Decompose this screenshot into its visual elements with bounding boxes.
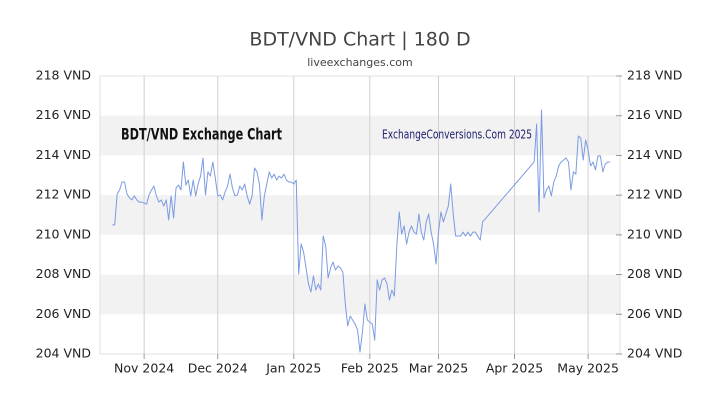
grid-band <box>100 115 620 156</box>
y-tick-label: 216 VND <box>36 107 91 122</box>
y2-tick-label: 204 VND <box>627 346 682 361</box>
plot-area: 204 VND 204 VND 206 VND 206 VND 208 VND 208 V… <box>36 68 683 376</box>
y2-tick-label: 210 VND <box>627 226 682 241</box>
x-tick-label: Jan 2025 <box>265 361 321 376</box>
grid-band <box>100 274 620 315</box>
x-tick-label: Feb 2025 <box>341 361 399 376</box>
watermark: ExchangeConversions.Com 2025 <box>382 127 532 142</box>
chart-subtitle: liveexchanges.com <box>307 56 412 69</box>
y2-tick-label: 208 VND <box>627 266 682 281</box>
grid-band <box>100 195 620 235</box>
x-tick-label: Apr 2025 <box>486 361 543 376</box>
y-tick-label: 204 VND <box>36 346 91 361</box>
y2-tick-label: 214 VND <box>627 147 682 162</box>
y2-tick-label: 212 VND <box>627 187 682 202</box>
y2-tick-label: 216 VND <box>627 107 682 122</box>
plot-frame <box>99 75 621 355</box>
x-tick-label: Mar 2025 <box>409 361 468 376</box>
y2-tick-label: 218 VND <box>627 68 682 83</box>
chart-title: BDT/VND Chart | 180 D <box>249 29 470 51</box>
data-line <box>112 109 611 353</box>
y-tick-label: 212 VND <box>36 187 91 202</box>
x-tick-label: Nov 2024 <box>114 361 174 376</box>
x-tick-label: Dec 2024 <box>188 361 248 376</box>
y-tick-label: 218 VND <box>36 68 91 83</box>
y-tick-label: 208 VND <box>36 266 91 281</box>
y-tick-label: 214 VND <box>36 147 91 162</box>
y-tick-label: 210 VND <box>36 226 91 241</box>
y2-tick-label: 206 VND <box>627 306 682 321</box>
y-tick-label: 206 VND <box>36 306 91 321</box>
watermark: BDT/VND Exchange Chart <box>121 125 282 144</box>
x-tick-label: May 2025 <box>557 361 619 376</box>
